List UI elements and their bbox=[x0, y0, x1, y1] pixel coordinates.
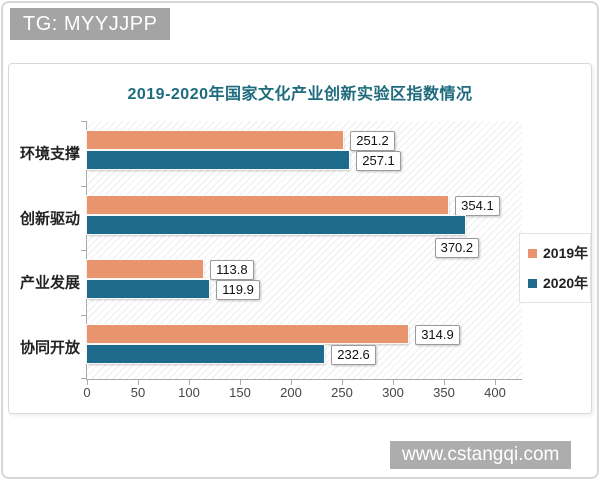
bar-group: 协同开放 314.9 232.6 bbox=[20, 315, 522, 380]
value-label: 232.6 bbox=[331, 344, 376, 365]
legend-swatch-2019 bbox=[528, 248, 537, 258]
x-axis-tick bbox=[342, 380, 343, 385]
y-axis-tick bbox=[81, 314, 87, 316]
category-label: 环境支撑 bbox=[19, 145, 80, 163]
chart-card: 2019-2020年国家文化产业创新实验区指数情况 环境支撑 251.2 257.1… bbox=[8, 63, 592, 414]
value-label: 314.9 bbox=[415, 324, 460, 345]
watermark-badge: www.cstangqi.com bbox=[390, 441, 572, 469]
bar-2019 bbox=[87, 260, 204, 278]
category-label: 创新驱动 bbox=[19, 210, 80, 228]
x-axis-tick bbox=[444, 380, 445, 385]
x-axis-tick-label: 0 bbox=[83, 385, 91, 400]
x-axis-tick-label: 350 bbox=[433, 385, 455, 400]
x-axis-tick-label: 250 bbox=[331, 385, 353, 400]
y-axis-tick bbox=[81, 250, 87, 251]
legend-swatch-2020 bbox=[528, 278, 537, 288]
legend-item: 2019年 bbox=[528, 243, 588, 263]
x-axis-tick bbox=[291, 380, 292, 385]
bar-group: 创新驱动 354.1 370.2 bbox=[20, 186, 522, 258]
legend-label: 2019年 bbox=[543, 245, 589, 261]
x-axis-tick-label: 150 bbox=[229, 385, 251, 400]
category-label: 协同开放 bbox=[19, 339, 80, 357]
chart-title: 2019-2020年国家文化产业创新实验区指数情况 bbox=[127, 86, 473, 103]
x-axis-tick-label: 300 bbox=[382, 385, 404, 400]
legend: 2019年 2020年 bbox=[519, 233, 591, 303]
x-axis-tick bbox=[240, 380, 241, 385]
x-axis-tick bbox=[393, 380, 394, 385]
category-label: 产业发展 bbox=[19, 274, 80, 292]
legend-label: 2020年 bbox=[543, 275, 589, 291]
x-axis-tick-label: 400 bbox=[484, 385, 506, 400]
x-axis-tick bbox=[495, 380, 496, 385]
y-axis-tick bbox=[81, 185, 87, 187]
x-axis-tick bbox=[189, 380, 190, 385]
x-axis-tick-label: 100 bbox=[178, 385, 200, 400]
bar-group: 环境支撑 251.2 257.1 bbox=[20, 121, 522, 186]
value-label: 370.2 bbox=[434, 237, 480, 258]
bar-2020 bbox=[87, 280, 210, 298]
y-axis-tick bbox=[81, 378, 87, 379]
x-axis-tick bbox=[87, 380, 88, 385]
value-label: 354.1 bbox=[455, 195, 500, 216]
x-axis-tick-label: 50 bbox=[130, 385, 146, 400]
value-label: 119.9 bbox=[216, 280, 260, 300]
value-label: 113.8 bbox=[210, 260, 254, 280]
plot-area: 环境支撑 251.2 257.1 创新驱动 354.1 370.2 产业发展 113.8 119… bbox=[20, 121, 522, 400]
bar-2019 bbox=[87, 131, 344, 149]
value-label: 251.2 bbox=[350, 131, 395, 151]
tg-badge: TG: MYYJJPP bbox=[10, 8, 171, 40]
legend-item: 2020年 bbox=[528, 273, 588, 293]
x-axis-tick bbox=[138, 380, 139, 385]
bar-2019 bbox=[87, 195, 449, 214]
bar-2020 bbox=[87, 344, 325, 363]
bar-group: 产业发展 113.8 119.9 bbox=[20, 250, 522, 315]
value-label: 257.1 bbox=[356, 151, 401, 171]
bar-2020 bbox=[87, 151, 350, 169]
x-axis-tick-label: 200 bbox=[280, 385, 302, 400]
y-axis-tick bbox=[81, 121, 87, 122]
bar-2020 bbox=[87, 215, 465, 234]
bar-2019 bbox=[87, 324, 409, 343]
